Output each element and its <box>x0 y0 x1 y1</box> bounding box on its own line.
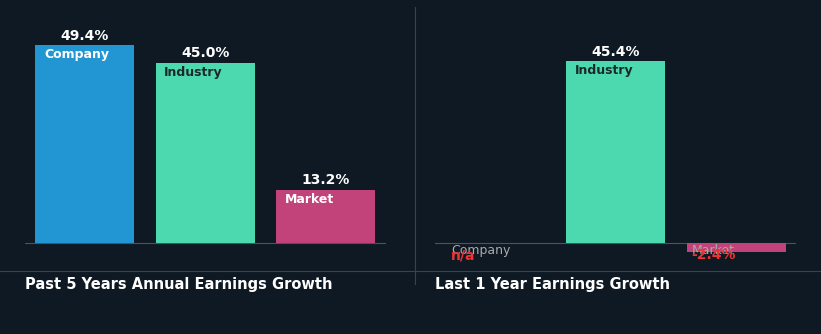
Text: 49.4%: 49.4% <box>61 29 109 43</box>
Text: 13.2%: 13.2% <box>301 173 350 187</box>
Text: Industry: Industry <box>164 66 223 79</box>
Text: Past 5 Years Annual Earnings Growth: Past 5 Years Annual Earnings Growth <box>25 277 333 292</box>
Text: Company: Company <box>451 244 510 257</box>
Bar <box>156 63 255 242</box>
Text: 45.4%: 45.4% <box>591 45 640 59</box>
Text: Market: Market <box>285 193 334 206</box>
Text: Market: Market <box>691 244 735 257</box>
Text: n/a: n/a <box>451 248 475 262</box>
Text: 45.0%: 45.0% <box>181 46 229 60</box>
Bar <box>277 190 375 242</box>
Text: Last 1 Year Earnings Growth: Last 1 Year Earnings Growth <box>435 277 670 292</box>
Bar <box>35 45 134 242</box>
Bar <box>566 61 665 242</box>
Text: Company: Company <box>44 48 109 61</box>
Bar <box>687 242 786 252</box>
Text: -2.4%: -2.4% <box>691 248 736 262</box>
Text: Industry: Industry <box>575 64 634 77</box>
